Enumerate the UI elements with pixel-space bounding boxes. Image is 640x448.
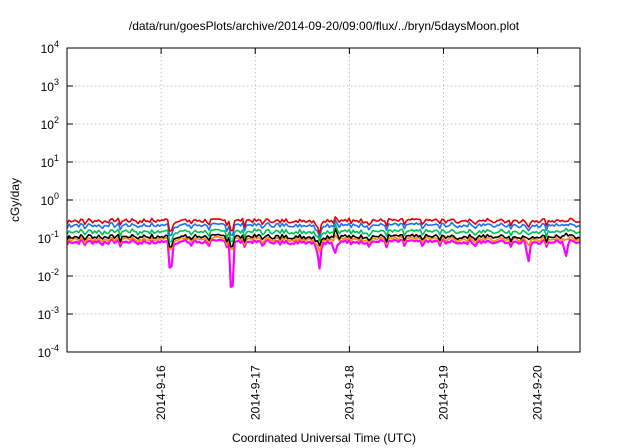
y-axis: 10-4 10-3 10-2 10-1 100 101 102 103 104: [38, 39, 580, 360]
x-tick-label: 2014-9-18: [342, 365, 356, 420]
y-tick-label: 101: [41, 153, 59, 170]
series-line-2: [66, 227, 581, 248]
y-tick-label: 10-3: [38, 305, 59, 322]
y-tick-label: 102: [41, 115, 59, 132]
series-line-0: [66, 238, 581, 289]
series-line-1: [66, 234, 581, 253]
chart-title: /data/run/goesPlots/archive/2014-09-20/0…: [129, 19, 520, 33]
y-tick-label: 103: [41, 77, 59, 94]
grid: [67, 48, 580, 352]
y-axis-label: cGy/day: [8, 178, 22, 222]
y-tick-label: 10-2: [38, 267, 59, 284]
x-tick-label: 2014-9-20: [531, 365, 545, 420]
y-tick-label: 10-1: [38, 229, 59, 246]
y-tick-label: 10-4: [38, 343, 59, 360]
x-tick-label: 2014-9-16: [154, 365, 168, 420]
y-tick-label: 104: [41, 39, 59, 56]
series-line-5: [66, 216, 581, 235]
x-axis: 2014-9-16 2014-9-17 2014-9-18 2014-9-19 2014…: [154, 48, 545, 420]
series-line-3: [66, 222, 581, 243]
x-tick-label: 2014-9-19: [437, 365, 451, 420]
x-tick-label: 2014-9-17: [248, 365, 262, 420]
series-group: [66, 216, 581, 289]
y-tick-label: 100: [41, 191, 59, 208]
series-line-4: [66, 219, 581, 238]
x-axis-label: Coordinated Universal Time (UTC): [232, 431, 416, 445]
